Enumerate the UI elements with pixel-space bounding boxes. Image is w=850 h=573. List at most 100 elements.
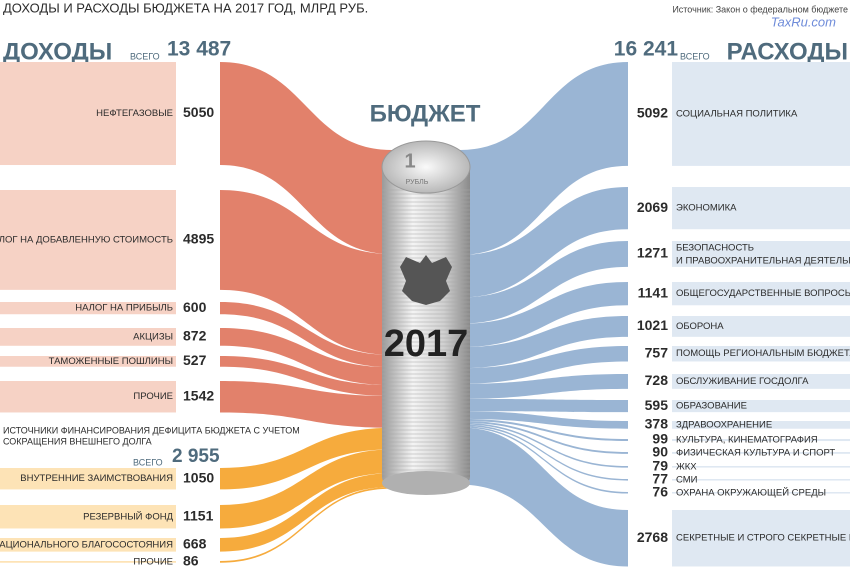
- flow: [220, 356, 392, 397]
- source-box: [0, 381, 176, 413]
- expenses-heading: РАСХОДЫ: [727, 38, 848, 65]
- coin-stack: 1 РУБЛЬ 2017: [381, 140, 471, 495]
- flow: [460, 398, 628, 413]
- source-box: [0, 190, 176, 290]
- expense-box: [672, 439, 850, 442]
- item-label: ПРОЧИЕ: [133, 391, 173, 402]
- expense-box: [672, 400, 850, 413]
- item-value: 5092: [637, 105, 668, 121]
- item-value: 668: [183, 536, 207, 552]
- source-box: [0, 538, 176, 552]
- source-box: [0, 356, 176, 367]
- item-value: 1271: [637, 245, 668, 261]
- item-label: ПОМОЩЬ РЕГИОНАЛЬНЫМ БЮДЖЕТАМ: [676, 348, 850, 359]
- expense-box: [672, 187, 850, 230]
- item-value: 1050: [183, 469, 214, 485]
- item-value: 728: [645, 372, 669, 388]
- item-value: 872: [183, 328, 207, 344]
- source-box: [0, 302, 176, 315]
- source-box: [0, 505, 176, 529]
- flow: [220, 381, 392, 428]
- item-label: ОБРАЗОВАНИЕ: [676, 401, 747, 412]
- flow: [460, 418, 628, 442]
- expense-box: [672, 241, 850, 267]
- title: ДОХОДЫ И РАСХОДЫ БЮДЖЕТА НА 2017 ГОД, МЛ…: [3, 0, 368, 15]
- source-box: [0, 468, 176, 490]
- flow: [220, 62, 392, 255]
- item-value: 5050: [183, 104, 214, 120]
- item-value: 378: [645, 416, 669, 432]
- item-value: 2768: [637, 529, 668, 545]
- item-label: ОБСЛУЖИВАНИЕ ГОСДОЛГА: [676, 376, 809, 387]
- item-value: 595: [645, 397, 669, 413]
- income-heading: ДОХОДЫ: [3, 38, 112, 65]
- flows: [220, 62, 628, 567]
- item-value: 79: [652, 458, 668, 474]
- item-label: ТАМОЖЕННЫЕ ПОШЛИНЫ: [49, 356, 173, 367]
- flow: [460, 420, 628, 454]
- deficit-heading: СОКРАЩЕНИЯ ВНЕШНЕГО ДОЛГА: [3, 436, 152, 446]
- source: Источник: Закон о федеральном бюджете: [672, 4, 848, 14]
- item-value: 1141: [638, 284, 669, 300]
- deficit-total: 2 955: [172, 446, 220, 467]
- coin-top: [381, 140, 471, 194]
- item-label: НАЛОГ НА ДОБАВЛЕННУЮ СТОИМОСТЬ: [0, 234, 173, 245]
- item-label: ЖКХ: [676, 461, 697, 472]
- item-label: НАЛОГ НА ПРИБЫЛЬ: [75, 303, 173, 314]
- item-value: 76: [652, 483, 668, 499]
- center-title: БЮДЖЕТ: [370, 100, 481, 127]
- flow: [220, 328, 392, 386]
- item-value: 1542: [183, 387, 214, 403]
- flow: [220, 449, 392, 529]
- expense-box: [672, 479, 850, 481]
- flow: [220, 190, 392, 355]
- coin-body: [382, 165, 470, 483]
- item-value: 90: [652, 444, 668, 460]
- expense-box: [672, 346, 850, 362]
- item-label: НЕФТЕГАЗОВЫЕ: [96, 108, 173, 119]
- item-label: ОХРАНА ОКРУЖАЮЩЕЙ СРЕДЫ: [676, 486, 826, 498]
- expense-box: [672, 282, 850, 306]
- flow: [220, 473, 392, 552]
- flow: [460, 241, 628, 324]
- item-label: И ПРАВООХРАНИТЕЛЬНАЯ ДЕЯТЕЛЬНОСТЬ: [676, 255, 850, 266]
- item-label: РЕЗЕРВНЫЙ ФОНД: [83, 510, 173, 522]
- expenses-total: 16 241: [614, 38, 679, 61]
- item-label: ЗДРАВООХРАНЕНИЕ: [676, 419, 772, 430]
- item-label: КУЛЬТУРА, КИНЕМАТОГРАФИЯ: [676, 435, 818, 446]
- expense-box: [672, 421, 850, 429]
- flow: [220, 427, 392, 490]
- item-label: СМИ: [676, 474, 698, 485]
- income-total: 13 487: [167, 38, 231, 61]
- deficit-heading: ИСТОЧНИКИ ФИНАНСИРОВАНИЯ ДЕФИЦИТА БЮДЖЕТ…: [3, 425, 300, 435]
- item-label: ВНУТРЕННИЕ ЗАИМСТВОВАНИЯ: [20, 473, 173, 484]
- flow: [460, 187, 628, 298]
- item-label: СОЦИАЛЬНАЯ ПОЛИТИКА: [676, 108, 798, 119]
- expense-box: [672, 510, 850, 567]
- item-label: СЕКРЕТНЫЕ И СТРОГО СЕКРЕТНЫЕ РАСХОДЫ: [676, 533, 850, 544]
- flow: [460, 424, 628, 481]
- coin-unit: РУБЛЬ: [406, 179, 429, 186]
- item-value: 1151: [183, 507, 214, 523]
- item-label: ЭКОНОМИКА: [676, 203, 737, 214]
- item-value: 600: [183, 299, 207, 315]
- source-box: [0, 561, 176, 563]
- deficit-total-label: ВСЕГО: [133, 457, 163, 467]
- coin-value: 1: [404, 150, 415, 172]
- item-label: БЕЗОПАСНОСТЬ: [676, 242, 754, 253]
- expense-box: [672, 62, 850, 166]
- expense-box: [672, 452, 850, 454]
- item-value: 1021: [637, 317, 668, 333]
- item-value: 4895: [183, 231, 214, 247]
- flow: [460, 62, 628, 255]
- income-total-label: ВСЕГО: [130, 51, 160, 61]
- item-value: 86: [183, 553, 199, 569]
- flow: [220, 302, 392, 368]
- flow: [460, 427, 628, 567]
- flow: [460, 411, 628, 429]
- coin-bottom: [382, 471, 470, 495]
- flow: [460, 282, 628, 348]
- source-box: [0, 328, 176, 346]
- expense-box: [672, 374, 850, 389]
